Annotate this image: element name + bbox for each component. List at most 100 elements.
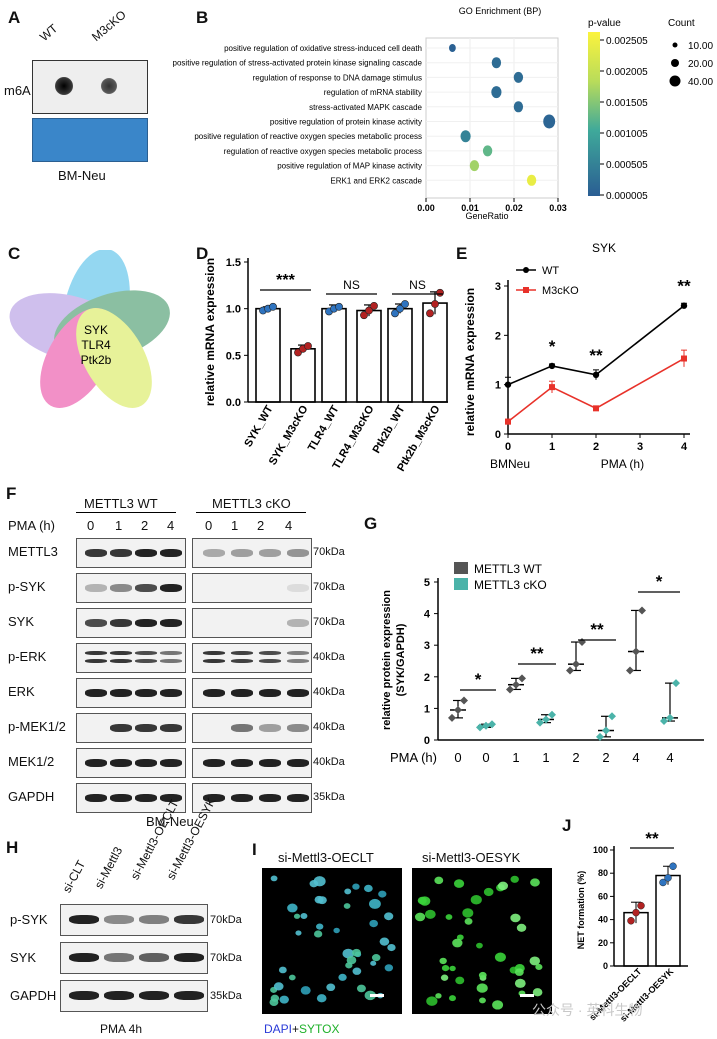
e-point (681, 355, 687, 362)
group-label-ko: METTL3 cKO (212, 496, 291, 511)
blot-band (231, 651, 253, 655)
venn-gene-tlr4: TLR4 (81, 338, 111, 352)
panel-f-caption: BM-Neu (146, 814, 194, 829)
g-ylabel-2: (SYK/GAPDH) (395, 623, 407, 696)
cell-nucleus (293, 913, 301, 919)
kda-marker: 70kDa (313, 546, 345, 558)
blot-h-gapdh (60, 980, 208, 1012)
go-term-label: positive regulation of oxidative stress-… (224, 44, 422, 53)
g-point (548, 710, 556, 719)
panel-h-caption: PMA 4h (100, 1022, 143, 1036)
blot-wt-mettl3 (76, 538, 186, 568)
e-legend-marker-wt (523, 267, 529, 273)
time-label: 2 (257, 518, 265, 533)
panel-a-letter: A (8, 8, 21, 27)
pvalue-tick-label: 0.001505 (606, 98, 648, 109)
kda-marker-h: 35kDa (210, 990, 242, 1002)
blot-band (287, 659, 309, 663)
blot-band (110, 659, 132, 663)
go-dot (482, 145, 493, 157)
blot-ko-syk (192, 608, 312, 638)
blot-band (85, 689, 107, 697)
d-bar (387, 307, 413, 403)
j-ytick-label: 20 (598, 938, 608, 948)
blot-band (231, 659, 253, 663)
blot-band (287, 724, 309, 732)
blot-band (160, 724, 182, 732)
blot-band (231, 794, 253, 802)
blot-band (287, 651, 309, 655)
panel-a-caption: BM-Neu (58, 168, 106, 183)
cell-nucleus (510, 875, 519, 883)
go-term-label: stress-activated MAPK cascade (309, 103, 422, 112)
blot-band (203, 794, 225, 802)
blot-band (203, 651, 225, 655)
d-ytick-label: 1.5 (226, 257, 241, 269)
blot-row-label: SYK (8, 614, 35, 629)
j-ytick-label: 0 (603, 961, 608, 971)
j-point (664, 874, 672, 882)
blot-band-h (139, 991, 169, 1000)
kda-marker: 40kDa (313, 651, 345, 663)
blot-ko-p-erk (192, 643, 312, 673)
blot-band (287, 549, 309, 557)
go-xlabel: GeneRatio (465, 211, 508, 221)
blot-band (160, 584, 182, 592)
go-dot (491, 57, 502, 69)
e-ytick-label: 1 (495, 380, 501, 392)
blot-row-label: METTL3 (8, 544, 58, 559)
blot-band-h (139, 953, 169, 962)
e-xlabel-bmneu: BMNeu (490, 457, 530, 471)
g-xtick-label: 2 (572, 750, 579, 765)
cell-nucleus (369, 919, 379, 928)
d-point (370, 301, 378, 310)
dot-m3cko (101, 78, 117, 94)
g-point (460, 696, 468, 705)
g-xtick-label: 4 (666, 750, 673, 765)
g-ytick-label: 2 (424, 672, 430, 684)
d-point (269, 302, 277, 311)
lane-label-h: si-CLT (59, 858, 89, 895)
blot-band (135, 659, 157, 663)
j-ytick-label: 100 (593, 845, 608, 855)
cell-nucleus (514, 978, 526, 988)
blot-band (203, 689, 225, 697)
d-ylabel: relative mRNA expression (203, 258, 217, 406)
g-signif-label: ** (590, 620, 604, 639)
cell-nucleus (434, 876, 444, 885)
g-ytick-label: 3 (424, 640, 430, 652)
g-legend-swatch-ko (454, 578, 468, 590)
count-legend-label: 20.00 (688, 59, 713, 70)
cell-nucleus (455, 976, 465, 985)
cell-nucleus (273, 982, 284, 991)
e-xtick-label: 0 (505, 441, 511, 453)
cell-nucleus (356, 984, 366, 993)
panel-c-letter: C (8, 244, 21, 263)
cell-nucleus (440, 974, 449, 981)
blot-wt-p-erk (76, 643, 186, 673)
j-point (659, 878, 667, 887)
cell-nucleus (295, 930, 302, 936)
d-ytick-label: 0.5 (226, 350, 241, 362)
blot-band (287, 584, 309, 592)
blot-band (259, 549, 281, 557)
g-point (482, 721, 490, 730)
blot-band (203, 759, 225, 767)
cell-nucleus (333, 927, 340, 934)
time-label: 2 (141, 518, 149, 533)
d-bar (356, 309, 382, 403)
g-ylabel: relative protein expression (381, 590, 393, 730)
lane-label-h: si-Mettl3 (91, 843, 126, 891)
g-xtick-label: 4 (632, 750, 639, 765)
venn-diagram: SYK TLR4 Ptk2b (9, 250, 170, 408)
blot-band (231, 724, 253, 732)
count-legend-title: Count (668, 18, 695, 29)
g-point (536, 718, 544, 727)
blot-row-label: p-ERK (8, 649, 47, 664)
blot-band (135, 724, 157, 732)
blot-band (110, 619, 132, 627)
e-series-line (507, 357, 685, 423)
kda-marker: 40kDa (313, 721, 345, 733)
blot-band (287, 689, 309, 697)
